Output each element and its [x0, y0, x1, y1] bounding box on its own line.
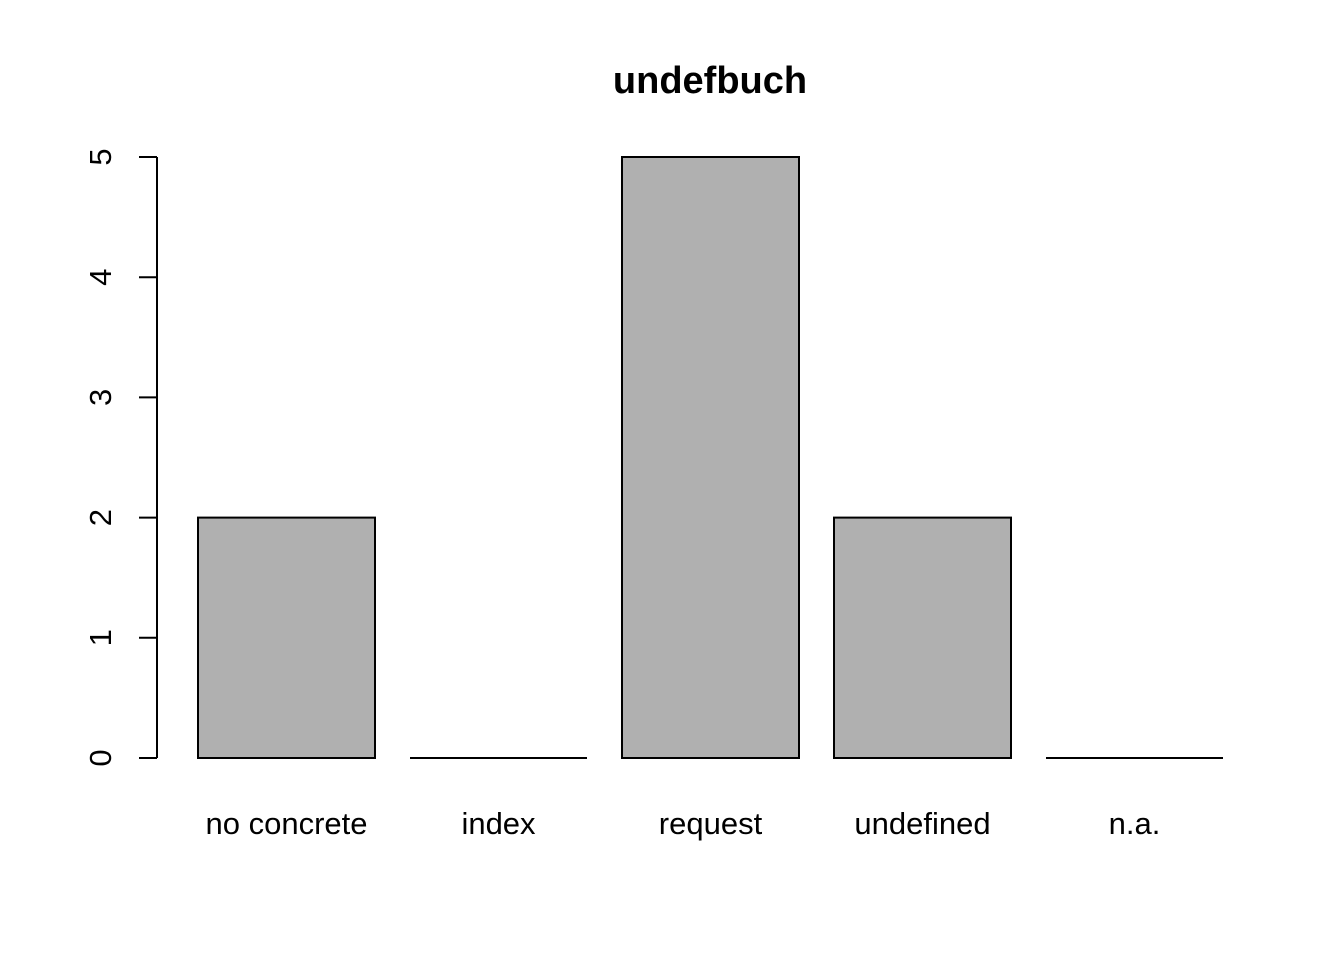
- x-category-label: no concrete: [206, 806, 368, 841]
- y-tick-label: 0: [83, 749, 118, 766]
- y-tick-label: 2: [83, 509, 118, 526]
- y-tick-label: 5: [83, 148, 118, 165]
- x-category-label: index: [461, 806, 536, 841]
- x-category-label: n.a.: [1109, 806, 1161, 841]
- y-tick-label: 4: [83, 269, 118, 286]
- bars-group: [197, 156, 1223, 759]
- x-category-label: request: [659, 806, 763, 841]
- chart-title: undefbuch: [613, 60, 807, 102]
- bar: [621, 156, 800, 759]
- bar: [833, 516, 1012, 759]
- bar: [197, 516, 376, 759]
- y-tick-label: 3: [83, 389, 118, 406]
- x-category-label: undefined: [854, 806, 990, 841]
- y-axis: 0 1 2 3 4 5: [83, 148, 158, 767]
- x-axis-labels: no concrete index request undefined n.a.: [206, 806, 1161, 841]
- y-tick-label: 1: [83, 629, 118, 646]
